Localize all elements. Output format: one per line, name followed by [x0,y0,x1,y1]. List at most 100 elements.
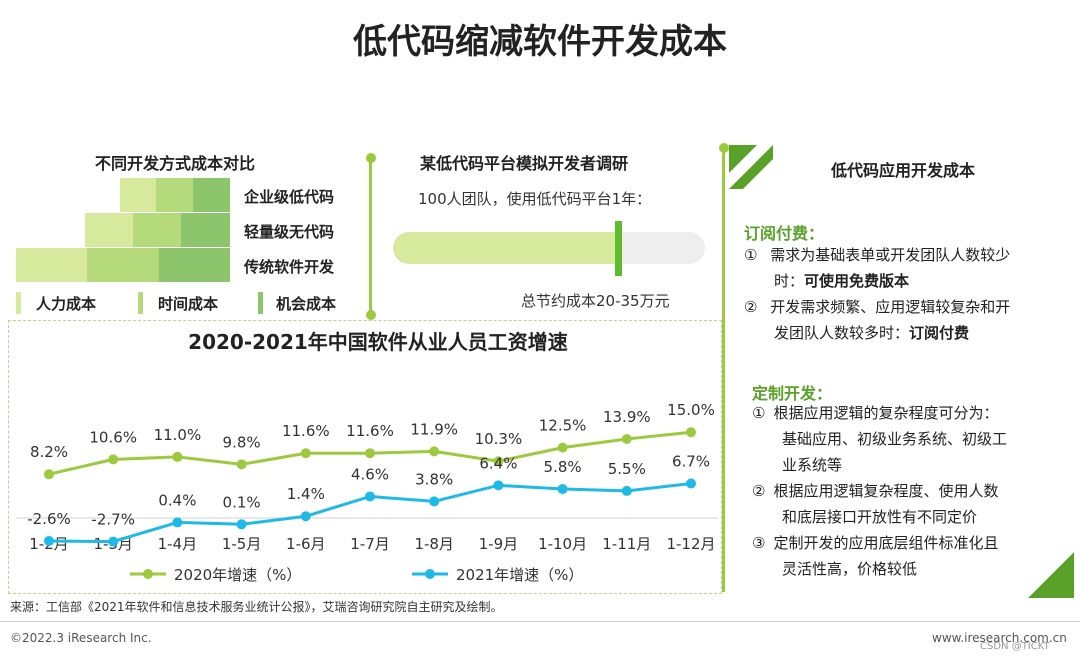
data-point [172,451,183,462]
x-tick-label: 1-5月 [222,535,262,553]
item-number: ③ [752,534,766,552]
item-text: 灵活性高，价格较低 [782,560,918,578]
divider-line [722,152,725,592]
data-label: 12.5% [539,417,587,435]
corner-decoration-bottom [1028,552,1074,598]
legend-label: 2021年增速（%） [456,566,583,584]
data-point [557,442,568,453]
item-text: 根据应用逻辑的复杂程度可分为： [773,404,999,422]
bar-seg-labor [120,178,156,212]
x-tick-label: 1-12月 [666,535,715,553]
item-number: ② [744,298,758,316]
data-point [236,519,247,530]
data-point [686,427,696,438]
bar-seg-time [156,178,193,212]
cost-compare-title: 不同开发方式成本对比 [95,154,256,173]
data-label: 6.7% [672,452,710,470]
footer-url: www.iresearch.com.cn [932,631,1067,645]
list-item: ② 根据应用逻辑复杂程度、使用人数 [752,478,1072,504]
list-item: ① 根据应用逻辑的复杂程度可分为： [752,400,1072,426]
legend-label-opportunity: 机会成本 [276,295,337,313]
list-item: ③ 定制开发的应用底层组件标准化且 [752,530,1072,556]
data-point [236,459,247,470]
survey-title: 某低代码平台模拟开发者调研 [420,154,629,173]
item-text: 根据应用逻辑复杂程度、使用人数 [773,482,999,500]
x-tick-label: 1-4月 [158,535,198,553]
item-text: 定制开发的应用底层组件标准化且 [773,534,999,552]
legend-swatch-opportunity [258,292,263,314]
list-item: ① 需求为基础表单或开发团队人数较少 [744,242,1064,268]
bar-seg-time [133,213,181,247]
x-tick-label: 1-8月 [414,535,454,553]
data-label: 9.8% [223,433,261,451]
data-label: -2.7% [91,511,135,529]
data-point [686,478,696,489]
data-label: -2.6% [27,510,71,528]
data-point [300,448,311,459]
data-point [621,485,632,496]
row-label-lightweight: 轻量级无代码 [244,223,335,241]
savings-text: 总节约成本20-35万元 [521,292,670,310]
data-point [44,469,54,480]
x-tick-label: 1-11月 [602,535,651,553]
divider-dot [366,310,376,320]
subscription-list: ① 需求为基础表单或开发团队人数较少 时：可使用免费版本 ② 开发需求频繁、应用… [744,242,1064,346]
row-label-traditional: 传统软件开发 [244,258,335,276]
data-point [365,448,375,459]
bar-seg-opportunity [159,248,230,282]
item-highlight: 可使用免费版本 [804,272,910,290]
data-point [429,496,440,507]
data-point [108,536,119,547]
item-text: 开发需求频繁、应用逻辑较复杂和开 [770,298,1011,316]
bar-seg-labor [16,248,87,282]
data-label: 1.4% [287,485,325,503]
data-point [44,535,54,546]
list-item: ② 开发需求频繁、应用逻辑较复杂和开 [744,294,1064,320]
item-number: ① [752,404,766,422]
bar-seg-time [87,248,159,282]
list-item-cont: 发团队人数较多时：订阅付费 [744,320,1064,346]
page-title: 低代码缩减软件开发成本 [353,22,727,62]
data-label: 10.3% [475,430,523,448]
data-label: 0.1% [223,493,261,511]
x-tick-label: 1-9月 [479,535,519,553]
divider-dot [366,153,376,163]
watermark: CSDN @TICKT [980,641,1050,652]
legend-swatch-time [138,292,143,314]
data-label: 11.9% [410,420,458,438]
data-point [493,456,504,467]
savings-progress-marker [614,221,622,276]
x-tick-label: 1-6月 [286,535,326,553]
legend-marker [425,569,435,579]
item-text: 时： [774,272,805,290]
bar-seg-labor [85,213,133,247]
item-text: 和底层接口开放性有不同定价 [782,508,978,526]
data-point [621,433,632,444]
bar-seg-opportunity [181,213,230,247]
data-point [493,480,504,491]
data-label: 3.8% [415,470,453,488]
line-chart: 2020-2021年中国软件从业人员工资增速 1-2月1-3月1-4月1-5月1… [16,330,718,584]
item-text: 基础应用、初级业务系统、初级工 [782,430,1008,448]
data-label: 15.0% [667,401,715,419]
data-point [172,517,183,528]
data-point [108,454,119,465]
cost-bars [0,0,230,282]
data-label: 11.6% [346,422,394,440]
x-tick-label: 1-7月 [350,535,390,553]
legend-label: 2020年增速（%） [174,566,301,584]
data-label: 4.6% [351,465,389,483]
row-label-enterprise: 企业级低代码 [244,188,335,206]
list-item-cont: 时：可使用免费版本 [744,268,1064,294]
data-point [365,491,375,502]
data-label: 11.6% [282,422,330,440]
bar-seg-opportunity [193,178,230,212]
data-point [557,484,568,495]
footer-copyright: ©2022.3 iResearch Inc. [10,631,152,645]
item-text: 需求为基础表单或开发团队人数较少 [770,246,1011,264]
subscription-title: 订阅付费： [744,224,825,243]
chart-frame [8,320,722,594]
item-highlight: 订阅付费 [909,324,970,342]
divider-dot [719,143,729,153]
